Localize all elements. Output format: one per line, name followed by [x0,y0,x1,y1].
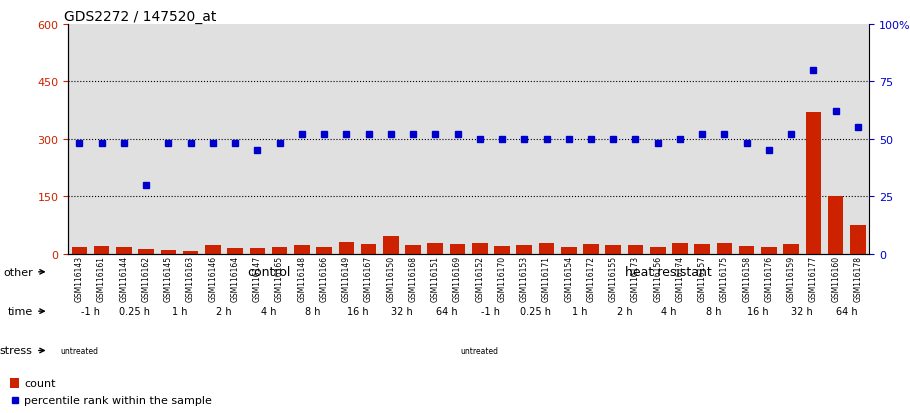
Bar [850,225,865,254]
Bar [294,246,309,254]
Text: heat resistant: heat resistant [625,266,713,279]
Bar [94,246,109,254]
Text: untreated: untreated [60,346,98,355]
Text: 1 h: 1 h [572,306,588,316]
Text: 16 h: 16 h [347,306,369,316]
Bar [228,248,243,254]
Bar [383,237,399,254]
Bar [739,246,754,254]
Text: -1 h: -1 h [81,306,100,316]
Text: other: other [3,267,33,277]
Bar [605,246,621,254]
Bar [360,244,377,254]
Bar [317,247,332,254]
Bar [183,251,198,254]
Bar [517,246,532,254]
Text: 0.25 h: 0.25 h [119,306,150,316]
Text: time: time [7,306,33,316]
Bar [472,243,488,254]
Bar [672,243,688,254]
Text: control: control [247,266,290,279]
Text: 32 h: 32 h [391,306,413,316]
Text: 0.25 h: 0.25 h [520,306,551,316]
Text: 36 degrees C: 36 degrees C [639,344,722,357]
Bar [583,244,599,254]
Bar [784,244,799,254]
Text: 16 h: 16 h [747,306,769,316]
Text: 64 h: 64 h [436,306,457,316]
Bar [72,247,87,254]
Bar [450,244,465,254]
Text: 2 h: 2 h [217,306,232,316]
Bar [339,242,354,254]
Bar [160,250,177,254]
Bar [694,244,710,254]
Bar [116,247,132,254]
Text: GDS2272 / 147520_at: GDS2272 / 147520_at [65,10,217,24]
Text: percentile rank within the sample: percentile rank within the sample [24,395,212,405]
Text: 4 h: 4 h [260,306,277,316]
Text: 32 h: 32 h [792,306,814,316]
Bar [10,378,19,389]
Bar [205,246,220,254]
Bar [138,249,154,254]
Text: 2 h: 2 h [617,306,632,316]
Text: untreated: untreated [460,346,499,355]
Bar [805,113,821,254]
Text: 8 h: 8 h [705,306,721,316]
Text: 64 h: 64 h [836,306,857,316]
Text: 4 h: 4 h [661,306,677,316]
Bar [650,247,665,254]
Text: 8 h: 8 h [305,306,320,316]
Bar [494,246,510,254]
Bar [405,246,420,254]
Bar [717,243,733,254]
Bar [828,197,844,254]
Text: 36 degrees C: 36 degrees C [238,344,321,357]
Text: count: count [24,378,56,388]
Text: -1 h: -1 h [481,306,501,316]
Bar [628,246,643,254]
Bar [428,243,443,254]
Bar [539,243,554,254]
Bar [249,248,265,254]
Text: stress: stress [0,346,33,356]
Bar [561,247,577,254]
Bar [761,247,777,254]
Bar [272,247,288,254]
Text: 1 h: 1 h [172,306,187,316]
